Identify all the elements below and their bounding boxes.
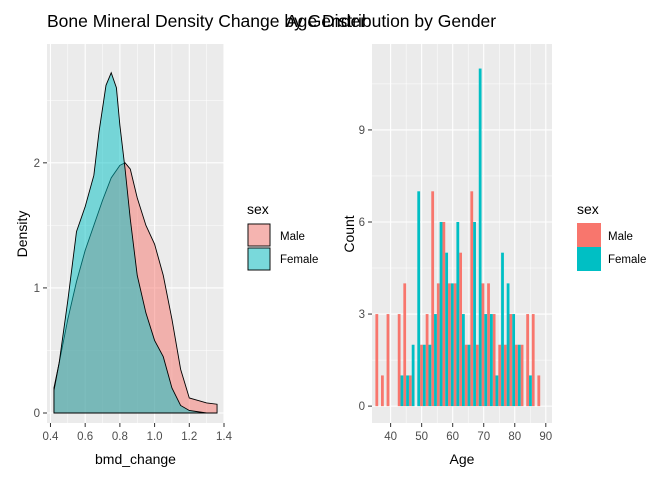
bar-male [475,344,479,407]
bar-female [506,283,510,407]
bar-female [445,252,449,407]
right-x-axis-title: Age [450,451,475,467]
bar-male [420,344,423,407]
left-density-areas [53,71,218,414]
left-y-axis-title: Density [14,211,30,258]
bar-male [487,283,490,407]
bar-female [512,314,516,407]
right-x-ticks: 40 50 60 70 80 90 [384,423,552,443]
bar-female [529,375,532,407]
y-tick-label: 2 [34,158,40,170]
bar-male [498,344,502,407]
y-tick-label: 0 [34,408,40,420]
legend-label-male: Male [280,231,305,243]
bar-female [450,283,454,407]
legend-swatch-male [247,223,271,247]
x-tick-label: 1.2 [181,431,197,443]
y-tick-label: 1 [34,283,40,295]
bar-female [478,68,482,407]
bar-female [489,314,493,407]
right-chart-title: Age Distribution by Gender [286,11,496,31]
bar-male [459,252,462,407]
x-tick-label: 60 [446,431,459,443]
bar-male [503,344,507,407]
bar-female [422,344,426,407]
y-tick-label: 0 [359,401,365,413]
legend-label-female: Female [280,254,318,266]
legend-swatch-female [247,247,271,271]
bar-male [436,283,440,407]
x-tick-label: 90 [539,431,552,443]
bar-female [456,221,460,407]
bar-female [462,314,465,407]
bar-female [417,191,421,407]
bar-male [397,314,401,407]
bar-male [470,191,474,407]
x-tick-label: 1.4 [216,431,233,443]
left-x-ticks: 0.4 0.6 0.8 1.0 1.2 1.4 [42,423,233,443]
bar-male [425,314,429,407]
bar-female [473,221,476,407]
x-tick-label: 0.6 [77,431,93,443]
right-histogram-bars [375,68,541,407]
bar-female [400,375,404,407]
x-tick-label: 40 [384,431,397,443]
bar-male [381,375,384,407]
bar-male [431,191,435,407]
left-chart-title: Bone Mineral Density Change by Gender [47,11,366,31]
bar-male [526,314,530,407]
left-legend-title: sex [247,201,269,217]
bar-male [408,375,412,407]
bar-male [442,221,446,407]
bar-male [492,314,496,407]
bar-male [453,283,457,407]
legend-key-female-fill [577,247,601,271]
bar-male [481,283,485,407]
x-tick-label: 70 [477,431,490,443]
right-legend-title: sex [577,201,599,217]
bar-male [375,314,379,407]
bar-male [448,283,451,407]
bar-female [484,314,488,407]
bar-male [515,344,518,407]
bar-female [501,252,504,407]
bar-male [537,375,541,407]
y-tick-label: 3 [359,309,365,321]
density-area-female [53,71,218,414]
y-tick-label: 9 [359,125,365,137]
x-tick-label: 80 [508,431,521,443]
left-y-ticks: 0 1 2 [34,158,47,420]
left-x-axis-title: bmd_change [95,451,176,467]
bar-female [467,344,471,407]
bar-male [403,283,407,407]
bar-male [520,344,524,407]
bar-female [428,344,432,407]
x-tick-label: 0.4 [42,431,59,443]
y-tick-label: 6 [359,217,365,229]
x-tick-label: 50 [415,431,428,443]
legend-label-female-right: Female [608,254,646,266]
bar-male [509,314,513,407]
x-tick-label: 0.8 [112,431,128,443]
right-y-ticks: 0 3 6 9 [359,125,372,413]
left-legend: sex Male Female [247,201,318,271]
bar-male [464,344,468,407]
bar-male [386,314,390,407]
legend-label-male-right: Male [608,231,633,243]
bar-female [495,375,499,407]
right-legend: sex Male Female [577,201,646,271]
bar-female [406,375,409,407]
legend-key-male-fill [577,223,601,247]
right-y-axis-title: Count [341,215,357,252]
bar-female [439,221,443,407]
bar-female [517,344,521,407]
bar-female [434,314,437,407]
x-tick-label: 1.0 [147,431,163,443]
bar-female [411,344,415,407]
bar-male [531,314,535,407]
